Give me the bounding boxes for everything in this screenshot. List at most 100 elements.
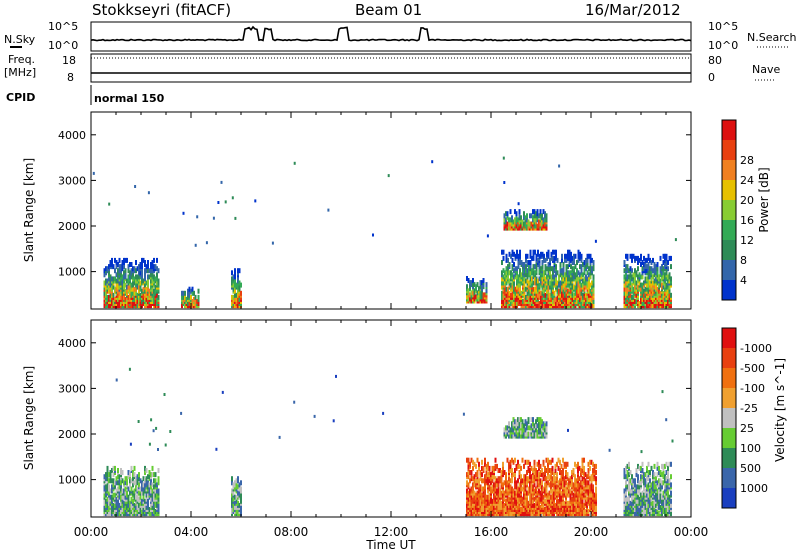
nave-tick-0: 0 xyxy=(708,71,715,84)
power-colorbar-swatch xyxy=(722,220,736,240)
power-cell xyxy=(125,268,127,273)
power-cell xyxy=(111,258,113,263)
velocity-cell xyxy=(495,458,497,463)
nave-tick-80: 80 xyxy=(708,54,722,67)
power-cell xyxy=(213,217,215,220)
velocity-cell xyxy=(522,458,524,463)
power-cell xyxy=(108,203,110,206)
power-ytick-label: 3000 xyxy=(58,174,86,187)
power-cell xyxy=(510,209,512,214)
power-cell xyxy=(548,250,550,255)
velocity-cell xyxy=(648,462,650,467)
power-colorbar-swatch xyxy=(722,160,736,180)
power-cell xyxy=(558,165,560,168)
power-cell xyxy=(503,181,505,184)
date-label: 16/Mar/2012 xyxy=(585,1,681,19)
power-colorbar-swatch xyxy=(722,260,736,280)
power-cell xyxy=(272,242,274,245)
velocity-cell xyxy=(556,472,558,477)
velocity-cell xyxy=(152,466,154,471)
velocity-cell xyxy=(158,476,160,481)
power-cell xyxy=(198,289,200,294)
power-cell xyxy=(670,264,672,269)
power-cell xyxy=(198,295,200,300)
velocity-cell xyxy=(134,466,136,471)
power-cell xyxy=(240,283,242,288)
power-cell xyxy=(557,258,559,263)
power-colorbar-tick: 12 xyxy=(740,234,754,247)
power-cell xyxy=(483,278,485,283)
power-cell xyxy=(637,266,639,271)
freq-unit-label: [MHz] xyxy=(4,66,36,79)
power-colorbar-swatch xyxy=(722,140,736,160)
velocity-cell xyxy=(595,476,597,481)
power-cell xyxy=(519,209,521,214)
power-cell xyxy=(184,291,186,296)
power-colorbar-swatch xyxy=(722,180,736,200)
power-cell xyxy=(593,260,595,265)
power-cell xyxy=(640,254,642,259)
power-cell xyxy=(486,282,488,287)
velocity-cell xyxy=(489,466,491,471)
velocity-cell xyxy=(114,466,116,471)
power-cell xyxy=(206,241,208,244)
power-colorbar-tick: 28 xyxy=(740,154,754,167)
power-cell xyxy=(126,258,128,263)
freq-tick-18: 18 xyxy=(62,54,76,67)
velocity-cell xyxy=(478,462,480,467)
velocity-cell xyxy=(155,472,157,477)
nave-label: Nave xyxy=(752,63,780,76)
power-cell xyxy=(240,291,242,296)
velocity-cell xyxy=(595,487,597,492)
power-cell xyxy=(595,240,597,243)
nsky-panel-frame xyxy=(91,22,691,51)
velocity-cell xyxy=(573,468,575,473)
velocity-cell xyxy=(634,478,636,483)
power-colorbar-tick: 20 xyxy=(740,194,754,207)
power-cell xyxy=(217,201,219,204)
power-colorbar-tick: 4 xyxy=(740,274,747,287)
beam-label: Beam 01 xyxy=(355,1,422,19)
velocity-cell xyxy=(122,470,124,475)
velocity-cell xyxy=(546,421,548,426)
power-cell xyxy=(254,199,256,202)
power-cell xyxy=(555,264,557,269)
velocity-cell xyxy=(502,462,504,467)
power-cell xyxy=(134,185,136,188)
velocity-cell xyxy=(595,470,597,475)
nsearch-label: N.Search xyxy=(747,31,797,44)
freq-label: Freq. xyxy=(8,53,35,66)
power-ytick-label: 1000 xyxy=(58,266,86,279)
power-cell xyxy=(195,244,197,247)
nsearch-tick-top: 10^5 xyxy=(708,20,738,33)
velocity-cell xyxy=(654,464,656,469)
velocity-cell xyxy=(628,462,630,467)
power-colorbar-label: Power [dB] xyxy=(757,167,771,232)
power-cell xyxy=(660,256,662,261)
velocity-cell xyxy=(589,466,591,471)
velocity-cell xyxy=(567,472,569,477)
power-cell xyxy=(93,172,95,175)
velocity-data-cells xyxy=(104,368,674,516)
power-cell xyxy=(509,262,511,267)
power-cell xyxy=(239,268,241,273)
velocity-cell xyxy=(158,489,160,494)
power-cell xyxy=(388,174,390,177)
power-cell xyxy=(657,262,659,267)
power-cell xyxy=(667,266,669,271)
velocity-cell xyxy=(484,458,486,463)
power-cell xyxy=(503,157,505,160)
velocity-cell xyxy=(146,468,148,473)
nsky-tick-top: 10^5 xyxy=(48,20,78,33)
power-cell xyxy=(135,260,137,265)
power-cell xyxy=(234,217,236,220)
power-cell xyxy=(555,250,557,255)
nsearch-tick-bottom: 10^0 xyxy=(708,39,738,52)
velocity-cell xyxy=(231,476,233,481)
power-cell xyxy=(546,213,548,218)
velocity-cell xyxy=(475,464,477,469)
